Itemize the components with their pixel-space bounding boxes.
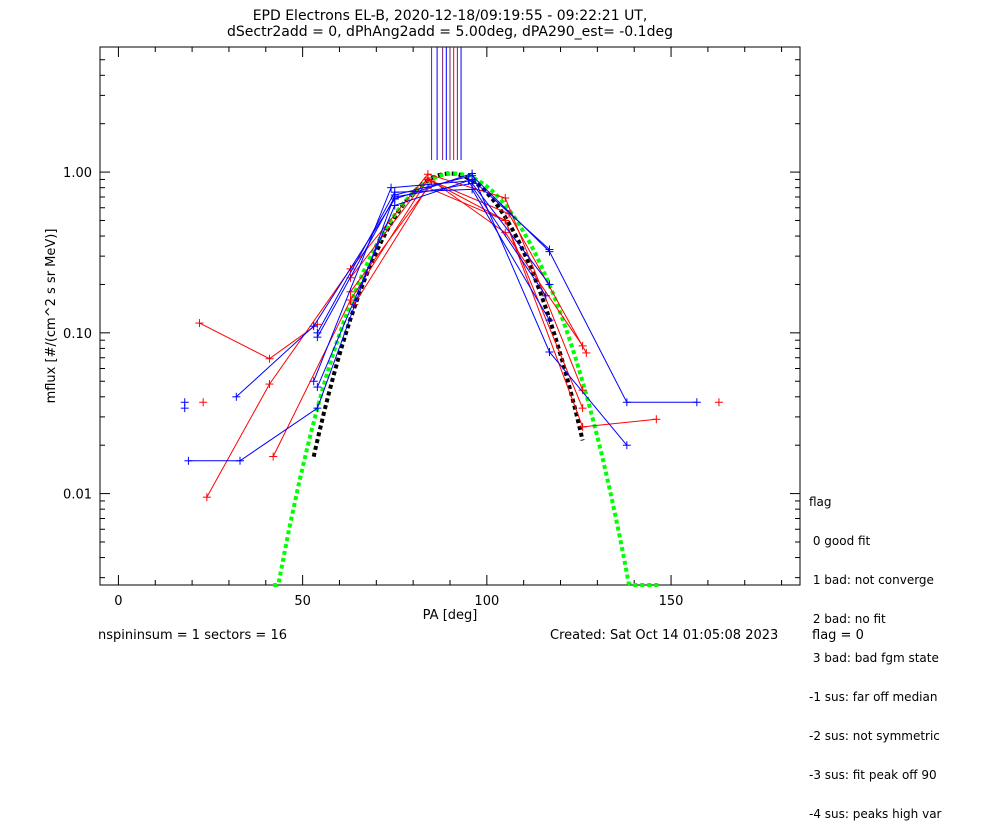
x-tick-label: 50 (294, 594, 311, 609)
data-point (390, 188, 399, 197)
series-line-blue (316, 182, 550, 338)
series-line-red (206, 173, 584, 498)
x-tick-label: 150 (659, 594, 684, 609)
data-point (427, 177, 436, 186)
data-point (180, 404, 189, 413)
series-line-blue (235, 172, 628, 446)
data-point (578, 422, 587, 431)
data-point (184, 456, 193, 465)
data-point (309, 322, 318, 331)
series-line-blue (188, 175, 697, 462)
chart-title-line1: EPD Electrons EL-B, 2020-12-18/09:19:55 … (252, 8, 648, 24)
footer-flag: flag = 0 (812, 628, 864, 643)
series-line-blue (316, 178, 550, 388)
series-line-red (350, 177, 584, 347)
series-line-red (350, 187, 584, 409)
data-point (202, 493, 211, 502)
y-tick-label: 0.10 (63, 327, 92, 342)
fit-curve-black (311, 171, 585, 458)
data-point (501, 193, 510, 202)
legend-item: -3 sus: fit peak off 90 (809, 768, 937, 782)
data-point (578, 404, 587, 413)
data-point (652, 415, 661, 424)
data-point (545, 280, 554, 289)
chart-marks (180, 47, 723, 587)
data-point (578, 386, 587, 395)
legend-item: -1 sus: far off median (809, 690, 938, 704)
footer-created: Created: Sat Oct 14 01:05:08 2023 (550, 628, 779, 643)
x-tick-label: 0 (114, 594, 122, 609)
data-point (622, 441, 631, 450)
series-line-red (272, 178, 657, 457)
series-line-blue (316, 188, 550, 334)
y-tick-label: 0.01 (63, 488, 92, 503)
legend-item: 3 bad: bad fgm state (809, 651, 939, 665)
data-point (545, 245, 554, 254)
data-point (313, 328, 322, 337)
data-point (236, 456, 244, 465)
data-point (265, 354, 274, 363)
data-point (541, 291, 550, 300)
legend-item: 2 bad: no fit (809, 612, 886, 626)
chart-plot: 0 50 100 150 0.01 0.10 1.00 PA [deg] mflux [#/… (44, 46, 801, 623)
data-point (346, 296, 355, 305)
y-axis-label: mflux [#/(cm^2 s sr MeV)] (44, 229, 59, 404)
data-point (265, 380, 274, 389)
data-point (313, 383, 322, 392)
data-point (387, 183, 396, 192)
data-point (464, 177, 473, 186)
chart-title-line2: dSectr2add = 0, dPhAng2add = 5.00deg, dP… (227, 24, 673, 40)
data-point (714, 398, 723, 407)
data-point (309, 377, 318, 386)
data-point (199, 398, 208, 407)
data-point (582, 348, 591, 357)
flag-legend: flag 0 good fit 1 bad: not converge 2 ba… (809, 470, 941, 834)
legend-item: 0 good fit (809, 534, 871, 548)
legend-item: -2 sus: not symmetric (809, 729, 940, 743)
axes: 0 50 100 150 0.01 0.10 1.00 (63, 46, 800, 609)
series-line-red (353, 180, 587, 354)
data-point (313, 404, 322, 413)
x-axis-label: PA [deg] (423, 608, 478, 623)
data-point (390, 201, 399, 210)
data-point (545, 316, 554, 325)
series-line-blue (313, 180, 547, 382)
legend-item: 1 bad: not converge (809, 573, 934, 587)
data-point (232, 392, 241, 401)
legend-title: flag (809, 495, 832, 509)
data-point (195, 319, 204, 328)
x-tick-label: 100 (474, 594, 499, 609)
footer-spin-info: nspininsum = 1 sectors = 16 (98, 628, 287, 643)
y-tick-label: 1.00 (63, 166, 92, 181)
data-point (545, 347, 554, 356)
data-point (269, 452, 278, 461)
legend-item: -4 sus: peaks high var (809, 807, 942, 821)
data-point (622, 398, 631, 407)
data-point (692, 398, 701, 407)
data-point (501, 216, 510, 225)
